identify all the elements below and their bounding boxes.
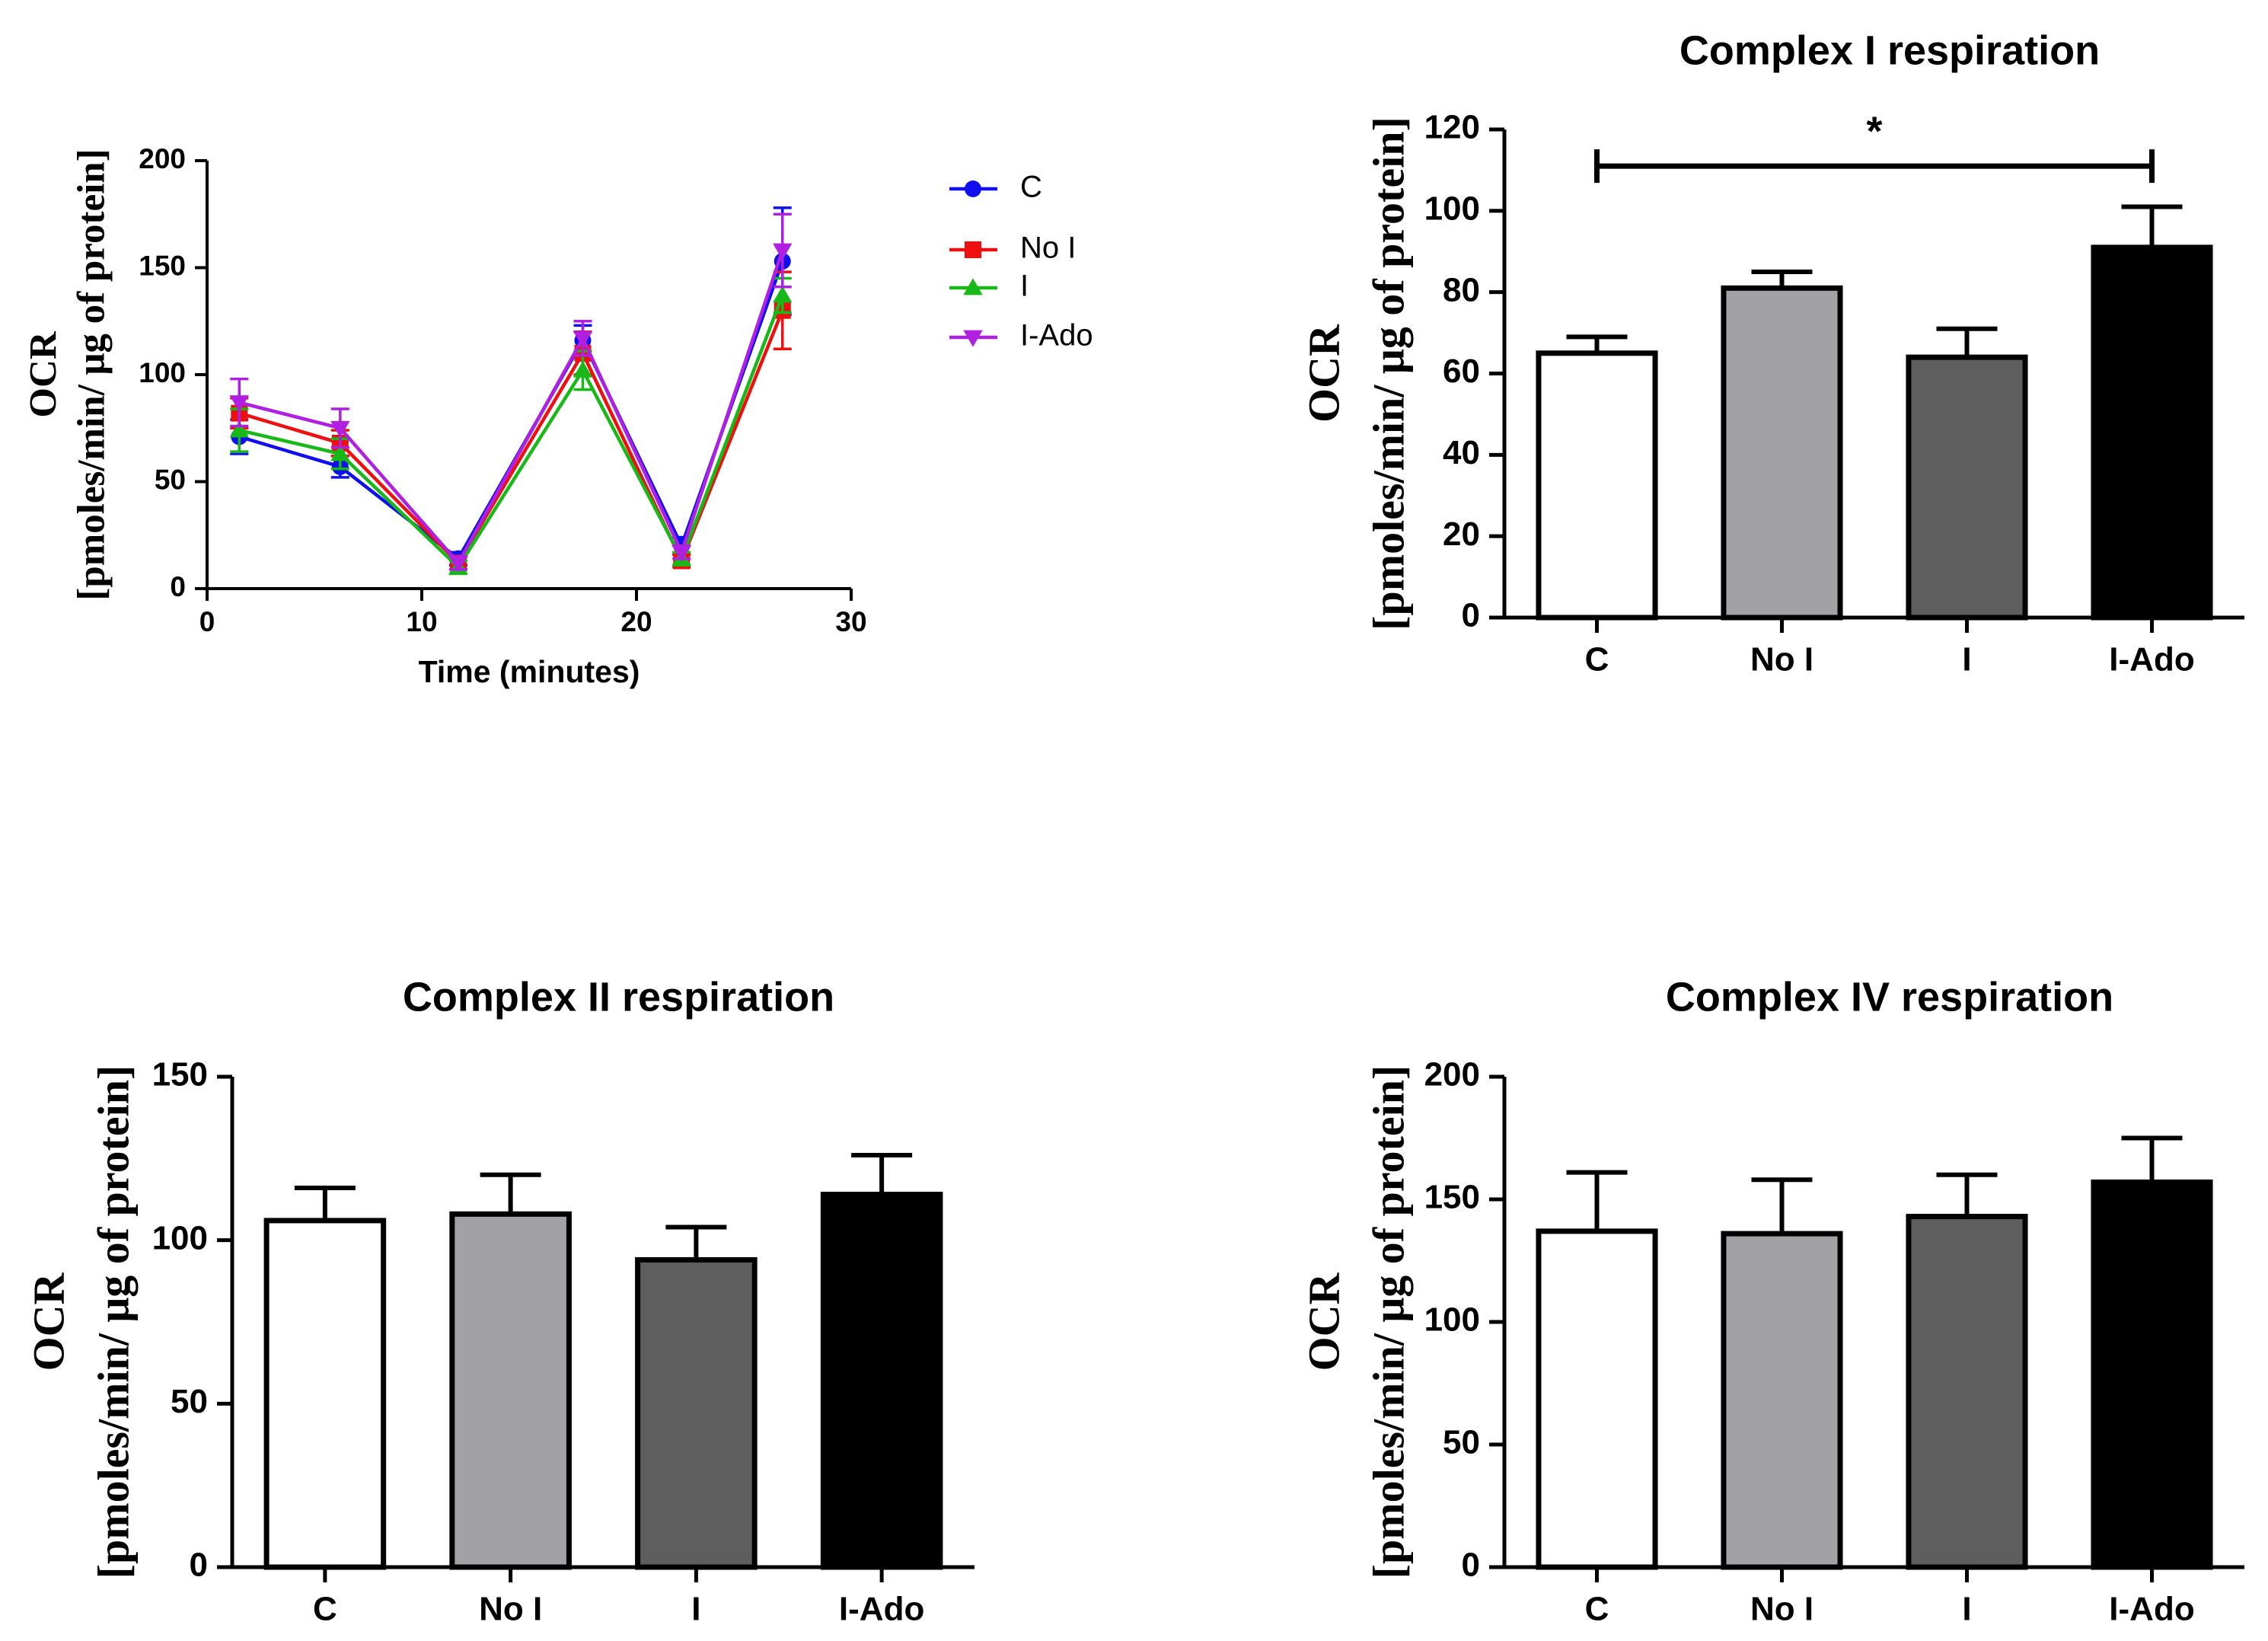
bar-chart-2-y-tick-label: 50 — [171, 1383, 208, 1420]
bar-chart-2-y-tick-label: 0 — [190, 1547, 208, 1584]
bar-chart-3-ylabel-bottom: [pmoles/min/ μg of protein] — [1364, 1065, 1413, 1579]
legend-label: C — [1020, 171, 1042, 204]
bar-chart-3-y-tick-label: 0 — [1462, 1547, 1480, 1584]
line-chart-ylabel-top: OCR — [23, 330, 65, 418]
series-no-i: No I — [230, 231, 1076, 572]
bar-chart-1-x-tick-label: I — [1962, 641, 1971, 678]
bar-chart-1-y-tick-label: 100 — [1424, 190, 1480, 227]
bar-chart-3-bar-i — [1906, 1214, 2028, 1570]
line-chart-y-tick-label: 0 — [170, 571, 186, 602]
bar-chart-2-bar-c — [263, 1218, 387, 1570]
bar-chart-2-title: Complex II respiration — [403, 974, 834, 1020]
marker-square — [965, 241, 981, 258]
line-chart-x-tick-label: 30 — [835, 606, 866, 637]
bar-chart-1-title: Complex I respiration — [1679, 27, 2100, 73]
bar-chart-1-x-tick-label: I-Ado — [2109, 641, 2194, 678]
series-line — [238, 309, 784, 566]
line-chart-y-tick-label: 200 — [139, 143, 186, 174]
bar-chart-2-bar-i — [635, 1256, 758, 1570]
marker-triangle-up — [229, 420, 249, 438]
bar-chart-1-ylabel-top: OCR — [1299, 324, 1348, 423]
line-chart-ylabel-bottom: [pmoles/min/ μg of protein] — [71, 148, 113, 600]
bar-chart-3-complex-iv-respiration: Complex IV respiration 0 50 100 150 200 OCR [pm… — [1299, 974, 2244, 1628]
bar-chart-1-y-tick-label: 120 — [1424, 109, 1480, 146]
line-chart-xlabel: Time (minutes) — [419, 654, 640, 689]
bar-chart-1-y-tick-label: 20 — [1443, 516, 1480, 553]
marker-triangle-up — [330, 444, 350, 461]
line-chart-y-tick-label: 100 — [139, 357, 186, 388]
marker-triangle-up — [963, 278, 983, 295]
bar-chart-3-bar-i-ado — [2091, 1179, 2213, 1570]
bar-chart-1-bar-no-i — [1721, 285, 1843, 621]
bar-chart-3-title: Complex IV respiration — [1666, 974, 2113, 1020]
bar-chart-2-x-tick-label: I-Ado — [839, 1591, 924, 1628]
bar-chart-1-y-tick-label: 0 — [1462, 597, 1480, 634]
bar-chart-2-x-tick-label: C — [313, 1591, 337, 1628]
bar-chart-3-bar-no-i — [1721, 1231, 1843, 1570]
bar-chart-3-y-tick-label: 150 — [1424, 1179, 1480, 1216]
line-chart-x-tick-label: 20 — [620, 606, 652, 637]
series-i-ado: I-Ado — [229, 212, 1093, 573]
bar-chart-2-x-tick-label: I — [691, 1591, 700, 1628]
line-chart-y-tick-label: 150 — [139, 250, 186, 281]
bar-chart-1-y-tick-label: 40 — [1443, 434, 1480, 471]
marker-triangle-down — [229, 395, 249, 413]
series-c: C — [230, 171, 1042, 567]
marker-triangle-down — [448, 555, 468, 573]
bar-chart-1-ylabel-bottom: [pmoles/min/ μg of protein] — [1364, 117, 1413, 631]
marker-triangle-up — [573, 360, 593, 378]
bar-chart-2-bar-no-i — [449, 1211, 572, 1570]
marker-triangle-down — [963, 330, 983, 347]
bar-chart-3-x-tick-label: I-Ado — [2109, 1591, 2194, 1628]
bar-chart-1-bar-i-ado — [2091, 244, 2213, 621]
bar-chart-3-x-tick-label: C — [1585, 1591, 1609, 1628]
bar-chart-3-y-tick-label: 50 — [1443, 1424, 1480, 1461]
marker-triangle-down — [573, 330, 593, 348]
marker-triangle-down — [330, 420, 350, 438]
bar-chart-3-x-tick-label: No I — [1750, 1591, 1813, 1628]
legend-label: No I — [1020, 231, 1076, 265]
marker-triangle-down — [671, 544, 691, 562]
bar-chart-2-y-tick-label: 150 — [152, 1056, 208, 1093]
bar-chart-1-y-tick-label: 80 — [1443, 271, 1480, 308]
bar-chart-3-bar-c — [1536, 1228, 1658, 1570]
line-chart-x-tick-label: 10 — [406, 606, 437, 637]
marker-triangle-up — [773, 286, 793, 303]
bar-chart-1-y-tick-label: 60 — [1443, 353, 1480, 390]
legend-label: I-Ado — [1020, 319, 1093, 353]
line-chart-x-tick-label: 0 — [199, 606, 215, 637]
bar-chart-3-y-tick-label: 100 — [1424, 1301, 1480, 1339]
line-chart-y-tick-label: 50 — [155, 464, 186, 495]
bar-chart-2-bar-i-ado — [820, 1192, 943, 1570]
bar-chart-2-ylabel-bottom: [pmoles/min/ μg of protein] — [88, 1065, 138, 1579]
bar-chart-1-bar-i — [1906, 354, 2028, 621]
marker-triangle-down — [773, 243, 793, 260]
bar-chart-1-bar-c — [1536, 350, 1658, 621]
series-i: I — [229, 270, 1029, 576]
bar-chart-2-complex-ii-respiration: Complex II respiration 0 50 100 150 OCR [pmole… — [24, 974, 975, 1628]
legend-label: I — [1020, 270, 1029, 303]
bar-chart-1-significance-star: * — [1866, 108, 1882, 154]
bar-chart-2-ylabel-top: OCR — [24, 1272, 73, 1371]
series-line — [238, 295, 784, 570]
bar-chart-2-y-tick-label: 100 — [152, 1219, 208, 1256]
marker-circle — [965, 180, 981, 197]
bar-chart-1-x-tick-label: No I — [1750, 641, 1813, 678]
bar-chart-3-ylabel-top: OCR — [1299, 1272, 1348, 1371]
bar-chart-1-complex-i-respiration: Complex I respiration 0 20 40 60 80 100 120 OCR [… — [1299, 27, 2244, 678]
bar-chart-3-x-tick-label: I — [1962, 1591, 1971, 1628]
bar-chart-3-y-tick-label: 200 — [1424, 1056, 1480, 1093]
series-line — [238, 250, 784, 567]
bar-chart-2-x-tick-label: No I — [479, 1591, 542, 1628]
bar-chart-1-x-tick-label: C — [1585, 641, 1609, 678]
